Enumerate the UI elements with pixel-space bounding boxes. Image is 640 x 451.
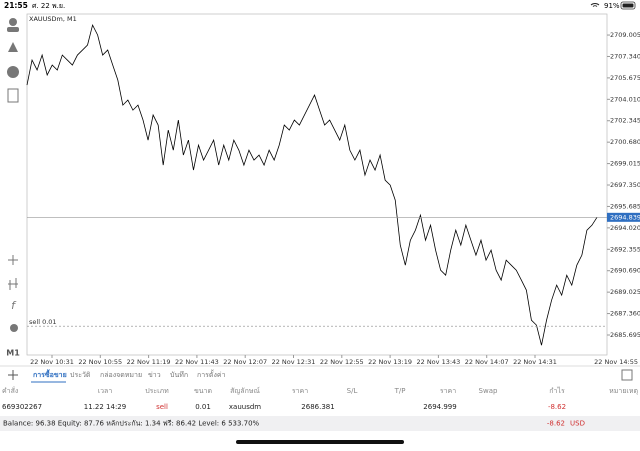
cell: 0.01 [195, 403, 211, 411]
account-icon-body [7, 27, 19, 32]
battery-icon [620, 1, 636, 10]
chart: 2709.005 2707.340 2705.675 2704.010 2702.345… [26, 23, 640, 366]
column-header: Swap [479, 387, 498, 395]
x-tick-label: 22 Nov 12:07 [223, 358, 267, 366]
cell: 669302267 [2, 403, 42, 411]
tab[interactable]: บันทึก [170, 370, 188, 379]
y-tick-label: 2702.345 [610, 117, 640, 125]
x-tick-label: 22 Nov 12:55 [320, 358, 364, 366]
x-tick-label: 22 Nov 10:55 [78, 358, 122, 366]
column-header: เวลา [98, 387, 113, 395]
column-header: คำสั่ง [2, 386, 18, 395]
column-header: ราคา [440, 387, 456, 395]
x-tick-label: 22 Nov 10:31 [30, 358, 74, 366]
function-icon[interactable]: f [11, 299, 17, 312]
layout-button[interactable] [621, 369, 633, 381]
tab[interactable]: กล่องจดหมาย [100, 371, 142, 379]
x-tick-label: 22 Nov 11:19 [127, 358, 171, 366]
toolbar: f [7, 18, 19, 332]
bid-label: 2694.839 [610, 213, 640, 221]
battery-level: 91% [604, 2, 620, 10]
cell: xauusdm [229, 403, 261, 411]
y-tick-label: 2704.010 [610, 95, 640, 103]
summary-bar [0, 416, 640, 431]
x-tick-label: 22 Nov 12:31 [272, 358, 316, 366]
y-tick-label: 2697.350 [610, 181, 640, 189]
tab[interactable]: ข่าว [148, 371, 161, 379]
column-header: ประเภท [145, 387, 169, 395]
order-label: sell 0.01 [29, 318, 57, 326]
x-tick-label: 22 Nov 14:55 [594, 358, 638, 366]
tab[interactable]: การซื้อขาย [33, 368, 67, 379]
currency: USD [570, 420, 585, 428]
column-header: ราคา [292, 387, 308, 395]
y-tick-label: 2687.360 [610, 310, 640, 318]
price-line-series [26, 23, 598, 346]
column-header: สัญลักษณ์ [230, 387, 260, 395]
tab[interactable]: ประวัติ [70, 371, 91, 379]
y-tick-label: 2692.355 [610, 245, 640, 253]
x-tick-label: 22 Nov 13:19 [368, 358, 412, 366]
y-tick-label: 2689.025 [610, 288, 640, 296]
cell: 2686.381 [301, 403, 334, 411]
y-tick-label: 2707.340 [610, 52, 640, 60]
account-icon[interactable] [9, 18, 17, 26]
y-tick-label: 2694.020 [610, 224, 640, 232]
x-tick-label: 22 Nov 13:43 [416, 358, 460, 366]
y-tick-label: 2700.680 [610, 138, 640, 146]
x-tick-label: 22 Nov 14:07 [465, 358, 509, 366]
wifi-icon [590, 3, 600, 7]
x-tick-label: 22 Nov 11:43 [175, 358, 219, 366]
cell: 2694.999 [423, 403, 456, 411]
cell: sell [156, 403, 168, 411]
y-tick-label: 2690.690 [610, 267, 640, 275]
tab[interactable]: การตั้งค่า [197, 368, 226, 379]
clock: 21:55 [4, 1, 28, 10]
chart-title: XAUUSDm, M1 [29, 15, 77, 23]
y-tick-label: 2705.675 [610, 74, 640, 82]
date: ศ. 22 พ.ย. [32, 2, 65, 10]
tab-bar: การซื้อขาย ประวัติ กล่องจดหมาย ข่าว บันทึก กา… [31, 368, 226, 383]
y-tick-label: 2685.695 [610, 331, 640, 339]
y-tick-label: 2695.685 [610, 202, 640, 210]
cell: 11.22 14:29 [84, 403, 126, 411]
x-tick-label: 22 Nov 14:31 [513, 358, 557, 366]
chart-frame [26, 13, 608, 356]
indicator-icon[interactable] [8, 278, 18, 290]
y-tick-label: 2709.005 [610, 31, 640, 39]
objects-icon[interactable] [10, 324, 18, 332]
column-header: หมายเหตุ [609, 387, 638, 395]
chat-icon[interactable] [7, 66, 19, 78]
new-order-icon[interactable] [7, 88, 19, 103]
column-header: ขนาด [194, 387, 212, 395]
timeframe[interactable]: M1 [6, 349, 20, 358]
total-profit: -8.62 [547, 420, 565, 428]
cell: -8.62 [548, 403, 566, 411]
add-button[interactable] [8, 370, 18, 380]
trade-icon[interactable] [8, 42, 18, 52]
y-tick-label: 2699.015 [610, 160, 640, 168]
crosshair-icon[interactable] [8, 255, 18, 265]
home-indicator [236, 440, 404, 444]
account-summary: Balance: 96.38 Equity: 87.76 หลักประกัน:… [3, 420, 260, 428]
column-header: กำไร [549, 386, 565, 395]
trade-table: คำสั่ง เวลา ประเภท ขนาด สัญลักษณ์ ราคา S/L T/P ร… [2, 386, 638, 411]
bid-tag [607, 212, 640, 222]
column-header: S/L [347, 387, 358, 395]
column-header: T/P [394, 387, 406, 395]
battery-fill [622, 3, 634, 8]
